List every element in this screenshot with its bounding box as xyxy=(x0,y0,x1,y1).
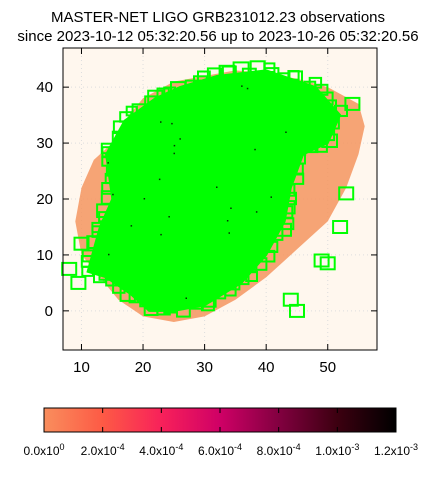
observation-field xyxy=(332,220,349,234)
colorbar-ticks: 0.0x100 2.0x10-4 4.0x10-4 6.0x10-4 8.0x10-4 1… xyxy=(23,408,418,458)
colorbar-tick-label: 0.0x100 xyxy=(23,442,64,458)
observation-field xyxy=(112,282,126,294)
observation-field xyxy=(321,133,338,148)
observation-field xyxy=(344,96,361,111)
y-tick-label: 20 xyxy=(36,191,53,208)
observation-field xyxy=(100,190,118,205)
observation-field xyxy=(245,270,258,282)
observation-field xyxy=(275,222,292,237)
observation-field xyxy=(221,65,237,79)
chart-title: MASTER-NET LIGO GRB231012.23 observation… xyxy=(51,9,385,26)
observation-field xyxy=(104,172,118,185)
observation-field xyxy=(325,99,337,110)
field-overlap-mark xyxy=(158,178,161,181)
observation-field xyxy=(190,297,204,310)
field-overlap-mark xyxy=(285,131,287,133)
field-overlap-mark xyxy=(179,138,181,140)
observation-field xyxy=(313,253,330,268)
observation-field xyxy=(70,275,87,290)
y-tick-label: 40 xyxy=(36,79,53,96)
colorbar-tick-label: 1.2x10-3 xyxy=(374,442,418,458)
observation-field xyxy=(325,117,340,130)
colorbar-tick-label: 2.0x10-4 xyxy=(81,442,125,458)
observation-field xyxy=(210,286,227,300)
observation-field xyxy=(251,257,268,271)
plot-area: 10 20 30 40 50 0 10 20 30 40 xyxy=(36,47,378,376)
x-axis-ticks: 10 20 30 40 50 xyxy=(73,48,336,376)
field-overlap-mark xyxy=(173,152,175,155)
observation-field xyxy=(314,83,329,96)
field-overlap-mark xyxy=(168,216,170,218)
colorbar-tick-label: 8.0x10-4 xyxy=(257,442,301,458)
observation-field xyxy=(293,144,307,156)
observation-field xyxy=(266,226,284,241)
y-tick-label: 30 xyxy=(36,135,53,152)
field-overlap-mark xyxy=(254,148,256,151)
field-overlap-mark xyxy=(230,207,232,209)
field-overlap-mark xyxy=(108,253,110,256)
field-overlap-mark xyxy=(143,198,146,200)
observation-field xyxy=(314,141,328,153)
observation-field xyxy=(143,303,159,317)
x-tick-label: 10 xyxy=(73,359,90,376)
field-overlap-mark xyxy=(107,162,109,164)
observation-field xyxy=(288,70,303,84)
field-overlap-mark xyxy=(160,233,162,236)
observation-field xyxy=(144,95,159,108)
observation-field xyxy=(338,186,355,201)
observation-fields xyxy=(61,60,361,318)
field-overlap-mark xyxy=(226,220,229,222)
observation-field xyxy=(228,279,241,291)
colorbar: 0.0x100 2.0x10-4 4.0x10-4 6.0x10-4 8.0x10-4 1… xyxy=(23,407,418,458)
observation-field xyxy=(197,70,211,83)
field-overlap-mark xyxy=(255,211,258,213)
observation-field xyxy=(282,292,299,307)
y-tick-label: 10 xyxy=(36,247,53,264)
field-overlap-mark xyxy=(171,122,173,125)
field-overlap-mark xyxy=(173,144,176,147)
field-overlap-mark xyxy=(112,193,114,196)
observation-field xyxy=(91,221,105,234)
observation-field xyxy=(203,295,217,308)
colorbar-tick-label: 4.0x10-4 xyxy=(139,442,183,458)
field-overlap-mark xyxy=(270,196,272,198)
observation-field xyxy=(147,89,164,104)
observation-field xyxy=(119,287,136,302)
colorbar-tick-label: 1.0x10-3 xyxy=(315,442,359,458)
observation-field xyxy=(236,273,250,286)
observation-field xyxy=(290,172,305,185)
observation-field xyxy=(206,67,223,81)
observation-field xyxy=(100,142,115,155)
observation-field xyxy=(280,183,296,197)
x-tick-label: 40 xyxy=(258,359,275,376)
y-axis-ticks: 0 10 20 30 40 xyxy=(36,79,377,320)
observation-field xyxy=(131,103,147,117)
colorbar-tick-label: 6.0x10-4 xyxy=(198,442,242,458)
x-tick-label: 50 xyxy=(319,359,336,376)
observation-field xyxy=(73,236,90,251)
observation-field xyxy=(61,261,78,276)
field-overlap-mark xyxy=(185,297,187,299)
observation-field xyxy=(163,86,177,98)
x-tick-label: 20 xyxy=(135,359,152,376)
observation-field xyxy=(111,130,126,143)
observation-field xyxy=(264,240,279,254)
x-tick-label: 30 xyxy=(196,359,213,376)
chart-subtitle: since 2023-10-12 05:32:20.56 up to 2023-… xyxy=(17,28,418,45)
observation-field xyxy=(93,271,107,284)
field-overlap-mark xyxy=(246,87,249,90)
observation-field xyxy=(281,191,298,206)
field-overlap-mark xyxy=(216,186,218,188)
field-overlap-mark xyxy=(241,85,243,87)
y-tick-label: 0 xyxy=(45,303,53,320)
field-overlap-mark xyxy=(130,225,133,227)
field-overlap-mark xyxy=(228,232,230,234)
observation-field xyxy=(260,249,276,263)
field-overlap-mark xyxy=(160,121,162,123)
observation-field xyxy=(279,200,296,215)
observation-field xyxy=(156,87,170,100)
